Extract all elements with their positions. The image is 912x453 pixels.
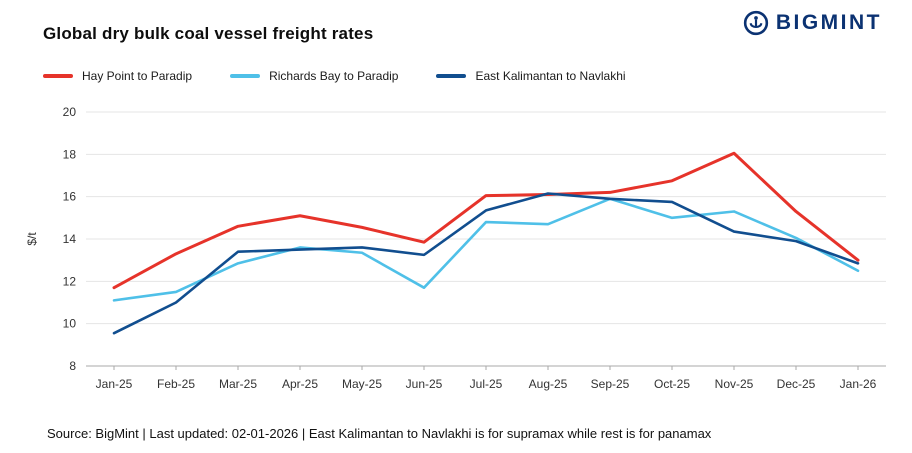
svg-text:Aug-25: Aug-25 xyxy=(529,377,568,391)
svg-text:20: 20 xyxy=(63,105,77,119)
svg-text:Jul-25: Jul-25 xyxy=(470,377,503,391)
svg-text:$/t: $/t xyxy=(25,232,39,246)
svg-text:Oct-25: Oct-25 xyxy=(654,377,690,391)
legend-swatch-lightblue xyxy=(230,74,261,78)
chart-legend: Hay Point to Paradip Richards Bay to Par… xyxy=(43,69,626,83)
source-note: Source: BigMint | Last updated: 02-01-20… xyxy=(47,426,712,441)
chart-area: 8 10 12 14 16 18 20 Jan-25 Feb-25 Mar-25 Apr-25 May… xyxy=(20,96,900,416)
svg-text:16: 16 xyxy=(63,190,77,204)
svg-text:Jan-25: Jan-25 xyxy=(96,377,133,391)
svg-text:Apr-25: Apr-25 xyxy=(282,377,318,391)
svg-text:Jan-26: Jan-26 xyxy=(840,377,877,391)
legend-label: Hay Point to Paradip xyxy=(82,69,193,83)
legend-label: East Kalimantan to Navlakhi xyxy=(475,69,626,83)
svg-text:8: 8 xyxy=(69,359,76,373)
legend-item-east-kalimantan: East Kalimantan to Navlakhi xyxy=(436,69,626,83)
svg-text:10: 10 xyxy=(63,317,77,331)
svg-text:Feb-25: Feb-25 xyxy=(157,377,195,391)
svg-text:14: 14 xyxy=(63,232,77,246)
legend-label: Richards Bay to Paradip xyxy=(269,69,399,83)
bigmint-logo: BIGMINT xyxy=(743,10,882,36)
bigmint-logo-text: BIGMINT xyxy=(775,11,882,34)
svg-text:18: 18 xyxy=(63,147,77,161)
svg-text:Nov-25: Nov-25 xyxy=(715,377,754,391)
legend-item-richards-bay: Richards Bay to Paradip xyxy=(230,69,398,83)
svg-text:Mar-25: Mar-25 xyxy=(219,377,257,391)
page-title: Global dry bulk coal vessel freight rate… xyxy=(43,24,374,43)
svg-text:Sep-25: Sep-25 xyxy=(591,377,630,391)
svg-text:May-25: May-25 xyxy=(342,377,382,391)
legend-swatch-red xyxy=(43,74,73,78)
legend-item-hay-point: Hay Point to Paradip xyxy=(43,69,192,83)
bigmint-logo-icon xyxy=(743,10,769,36)
svg-text:Dec-25: Dec-25 xyxy=(777,377,816,391)
header: Global dry bulk coal vessel freight rate… xyxy=(43,24,882,44)
legend-swatch-darkblue xyxy=(436,74,467,78)
svg-text:12: 12 xyxy=(63,274,77,288)
svg-text:Jun-25: Jun-25 xyxy=(406,377,443,391)
freight-rates-line-chart: 8 10 12 14 16 18 20 Jan-25 Feb-25 Mar-25 Apr-25 May… xyxy=(25,105,886,391)
